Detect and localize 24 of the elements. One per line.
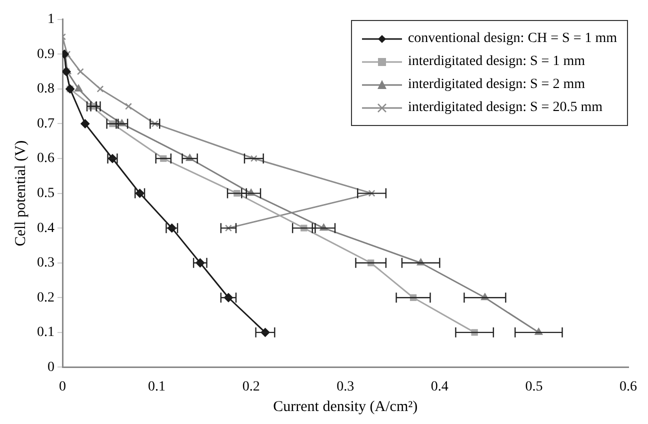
y-axis-title: Cell potential (V) bbox=[12, 140, 29, 246]
x-axis-title: Current density (A/cm²) bbox=[273, 398, 418, 415]
x-tick-label: 0.4 bbox=[430, 379, 448, 394]
y-tick-label: 0.8 bbox=[37, 82, 54, 97]
y-tick-label: 0.3 bbox=[37, 256, 54, 271]
y-tick-label: 0.7 bbox=[37, 116, 54, 132]
x-tick-label: 0.6 bbox=[620, 379, 637, 394]
legend-label: interdigitated design: S = 2 mm bbox=[408, 76, 585, 94]
y-tick-label: 0.1 bbox=[37, 325, 54, 340]
y-tick-label: 0.2 bbox=[37, 290, 54, 306]
legend-label: interdigitated design: S = 1 mm bbox=[408, 53, 585, 71]
x-tick-label: 0.1 bbox=[148, 379, 166, 394]
legend-label: conventional design: CH = S = 1 mm bbox=[408, 30, 617, 48]
y-tick-label: 0.6 bbox=[37, 151, 54, 166]
x-tick-label: 0 bbox=[59, 379, 66, 394]
y-tick-label: 0.5 bbox=[37, 186, 54, 201]
x-tick-label: 0.2 bbox=[242, 379, 260, 394]
x-tick-label: 0.5 bbox=[525, 379, 543, 394]
x-tick-label: 0.3 bbox=[336, 379, 354, 394]
legend-label: interdigitated design: S = 20.5 mm bbox=[408, 99, 602, 117]
y-tick-label: 1 bbox=[48, 12, 54, 28]
y-tick-label: 0.4 bbox=[37, 220, 54, 236]
y-tick-label: 0 bbox=[48, 360, 54, 375]
y-tick-label: 0.9 bbox=[37, 46, 54, 62]
